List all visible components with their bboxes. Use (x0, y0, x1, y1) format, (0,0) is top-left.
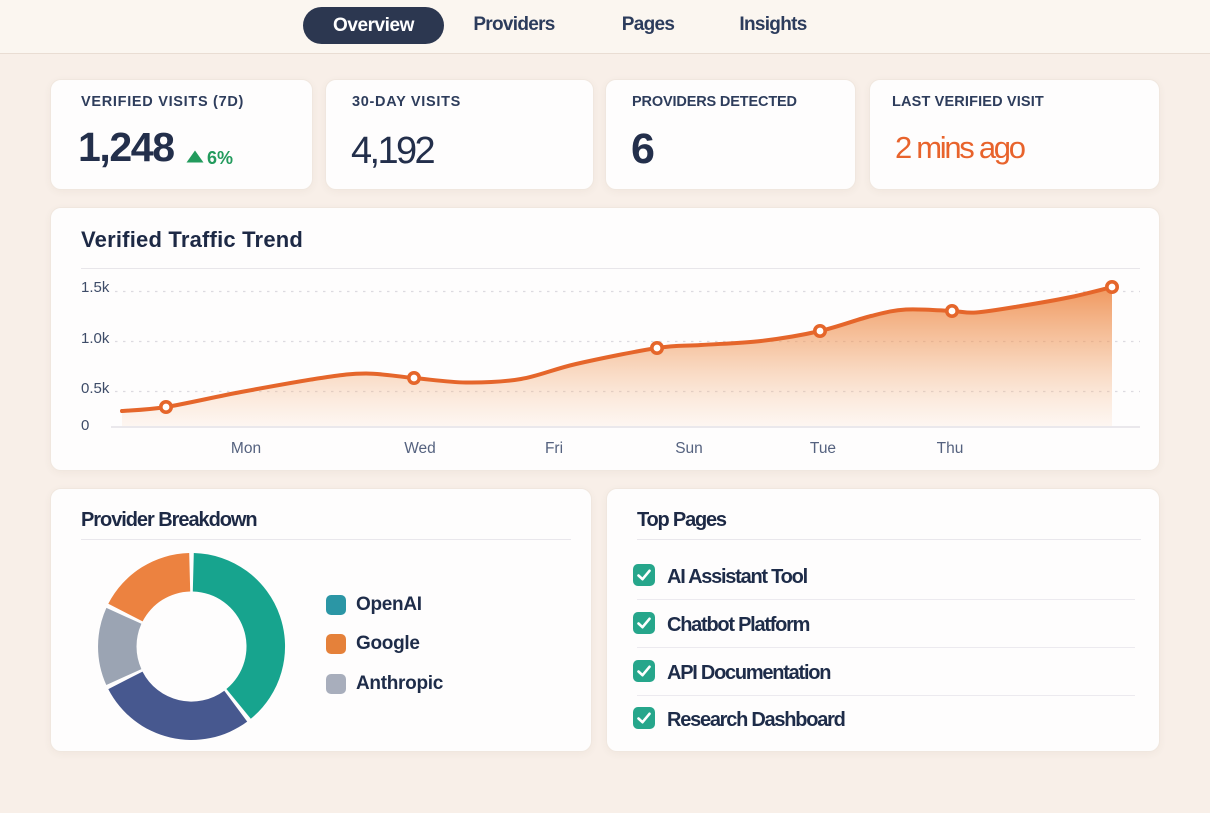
svg-text:Sun: Sun (675, 440, 703, 457)
svg-text:Wed: Wed (404, 440, 436, 457)
svg-text:1.5k: 1.5k (81, 279, 110, 296)
svg-text:Mon: Mon (231, 440, 261, 457)
svg-text:Tue: Tue (810, 440, 836, 457)
svg-text:Thu: Thu (937, 440, 964, 457)
svg-text:0.5k: 0.5k (81, 380, 110, 397)
svg-text:Fri: Fri (545, 440, 563, 457)
svg-text:1.0k: 1.0k (81, 330, 110, 347)
svg-text:0: 0 (81, 417, 89, 434)
